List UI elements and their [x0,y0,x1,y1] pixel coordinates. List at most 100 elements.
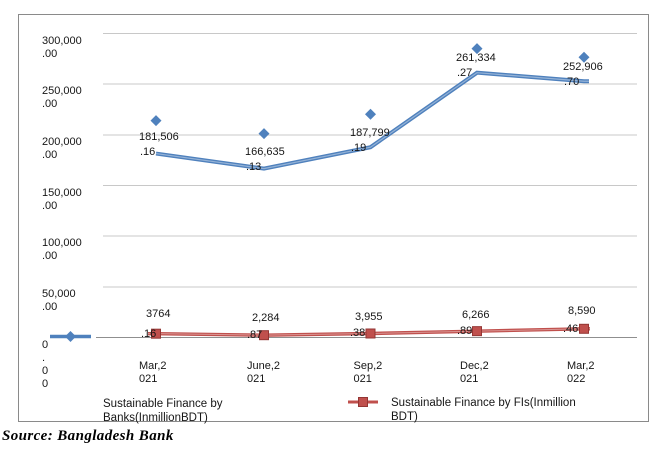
fis-data-label-line: 2,284 [252,312,280,324]
fis-data-label-line: .16 [141,327,157,340]
y-axis-tick-label: 50,000.00 [42,288,76,314]
legend-label-line: Sustainable Finance by FIs(Inmillion [391,397,576,409]
fis-data-label-line: .87 [247,329,263,342]
banks-series-marker [471,43,483,55]
legend-label-line: Sustainable Finance by [103,398,223,410]
y-axis-tick-label-line: 0 [42,338,49,351]
chart-border [18,14,649,422]
x-axis-tick-label-line: Mar,2 [567,359,595,372]
x-axis-tick-label-line: 021 [353,372,372,385]
legend-banks-label: Sustainable Finance by Banks(InmillionBD… [103,397,223,425]
banks-series-marker [365,108,376,120]
y-axis-tick-label-line: 150,000 [42,186,82,199]
fis-data-label: 2,284 [252,312,280,325]
banks-data-label-line: .19 [351,142,367,154]
banks-data-label: 261,334 [456,52,496,65]
banks-data-label: 187,799 [350,127,390,140]
banks-data-label: .16 [140,146,155,159]
fis-data-label: .87 [247,329,262,342]
y-axis-tick-label-line: 100,000 [42,237,82,250]
y-axis-tick-label-line: .00 [42,250,58,263]
banks-data-label-line: .16 [140,146,156,158]
y-axis-tick-label: 250,000.00 [42,85,82,111]
y-axis-tick-label: 300,000.00 [42,35,82,61]
y-axis-tick-label: 150,000.00 [42,187,82,213]
fis-legend-key-square-icon [358,397,368,407]
x-axis-tick-label-line: 021 [460,372,479,385]
x-axis-tick-label-line: 022 [567,372,586,385]
fis-data-label-line: 3764 [146,308,171,320]
x-axis-tick-label: Sep,2 021 [354,360,383,386]
y-axis-tick-label-line: .00 [42,199,58,212]
y-axis-tick-label-line: 0 [42,377,49,390]
fis-data-label-line: .38 [350,327,366,340]
x-axis-tick-label: Mar,2 022 [567,360,595,386]
fis-series-marker [365,328,376,339]
y-axis-tick-label-line: 300,000 [42,34,82,47]
y-axis-tick-label-line: .00 [42,300,58,313]
banks-data-label: .19 [351,142,366,155]
x-axis-tick-label-line: Sep,2 [353,359,383,372]
fis-data-label-line: .89 [457,325,473,338]
banks-data-label-line: 187,799 [350,127,390,139]
fis-data-label-line: 3,955 [355,311,383,323]
y-axis-tick-label-line: . [42,351,46,364]
y-axis-tick-label-line: 50,000 [42,287,76,300]
y-axis-tick-label-line: .00 [42,98,58,111]
fis-data-label: .16 [141,328,156,341]
legend-label-line: Banks(InmillionBDT) [103,412,208,424]
banks-data-label-line: 166,635 [245,146,285,158]
fis-data-label: 3764 [146,308,170,321]
banks-series-marker [578,51,590,63]
banks-data-label: .13 [246,161,261,174]
banks-data-label: 181,506 [139,131,179,144]
banks-data-label: 252,906 [563,61,603,74]
source-caption: Source: Bangladesh Bank [2,428,174,444]
banks-data-label-line: .27 [457,67,473,79]
x-axis-tick-label-line: June,2 [247,359,281,372]
fis-data-label: 3,955 [355,311,383,324]
banks-data-label-line: .13 [246,161,262,173]
banks-legend-key-diamond-icon [65,331,76,342]
legend-label-line: BDT) [391,411,418,423]
banks-data-label-line: .70 [564,76,580,88]
y-axis-tick-label: 100,000.00 [42,237,82,263]
fis-data-label: .46 [563,323,578,336]
y-axis-tick-label-line: 200,000 [42,135,82,148]
fis-data-label-line: .46 [563,322,579,335]
banks-series-marker [258,128,270,140]
banks-data-label-line: 181,506 [139,131,179,143]
x-axis-tick-label: Dec,2 021 [460,360,489,386]
banks-series-line-highlight [155,72,589,170]
banks-series-line [155,70,589,171]
fis-data-label: 6,266 [462,309,490,322]
x-axis-tick-label-line: Dec,2 [460,359,489,372]
fis-data-label-line: 8,590 [568,305,596,317]
x-axis-tick-label: Mar,2 021 [139,360,167,386]
y-axis-tick-label-line: .00 [42,47,58,60]
x-axis-tick-label-line: 021 [247,372,266,385]
banks-series-marker [150,115,162,127]
x-axis-tick-label-line: 021 [139,372,158,385]
x-axis-tick-label: June,2 021 [247,360,280,386]
fis-series-marker [151,328,161,339]
fis-series-marker [579,323,589,334]
banks-data-label: .27 [457,67,472,80]
banks-data-label: 166,635 [245,146,285,159]
banks-data-label-line: 261,334 [456,52,496,64]
fis-data-label: .38 [350,327,365,340]
legend-fis-label: Sustainable Finance by FIs(Inmillion BDT… [391,396,576,424]
fis-data-label-line: 6,266 [462,309,490,321]
banks-data-label: .70 [564,76,579,89]
x-axis-tick-label-line: Mar,2 [139,359,167,372]
y-axis-tick-label: 200,000.00 [42,136,82,162]
y-axis-tick-label-line: 0 [42,364,49,377]
y-axis-tick-label-line: .00 [42,148,58,161]
banks-data-label-line: 252,906 [563,61,603,73]
fis-series-marker [259,330,269,341]
fis-data-label: .89 [457,325,472,338]
y-axis-tick-label-line: 250,000 [42,85,82,98]
